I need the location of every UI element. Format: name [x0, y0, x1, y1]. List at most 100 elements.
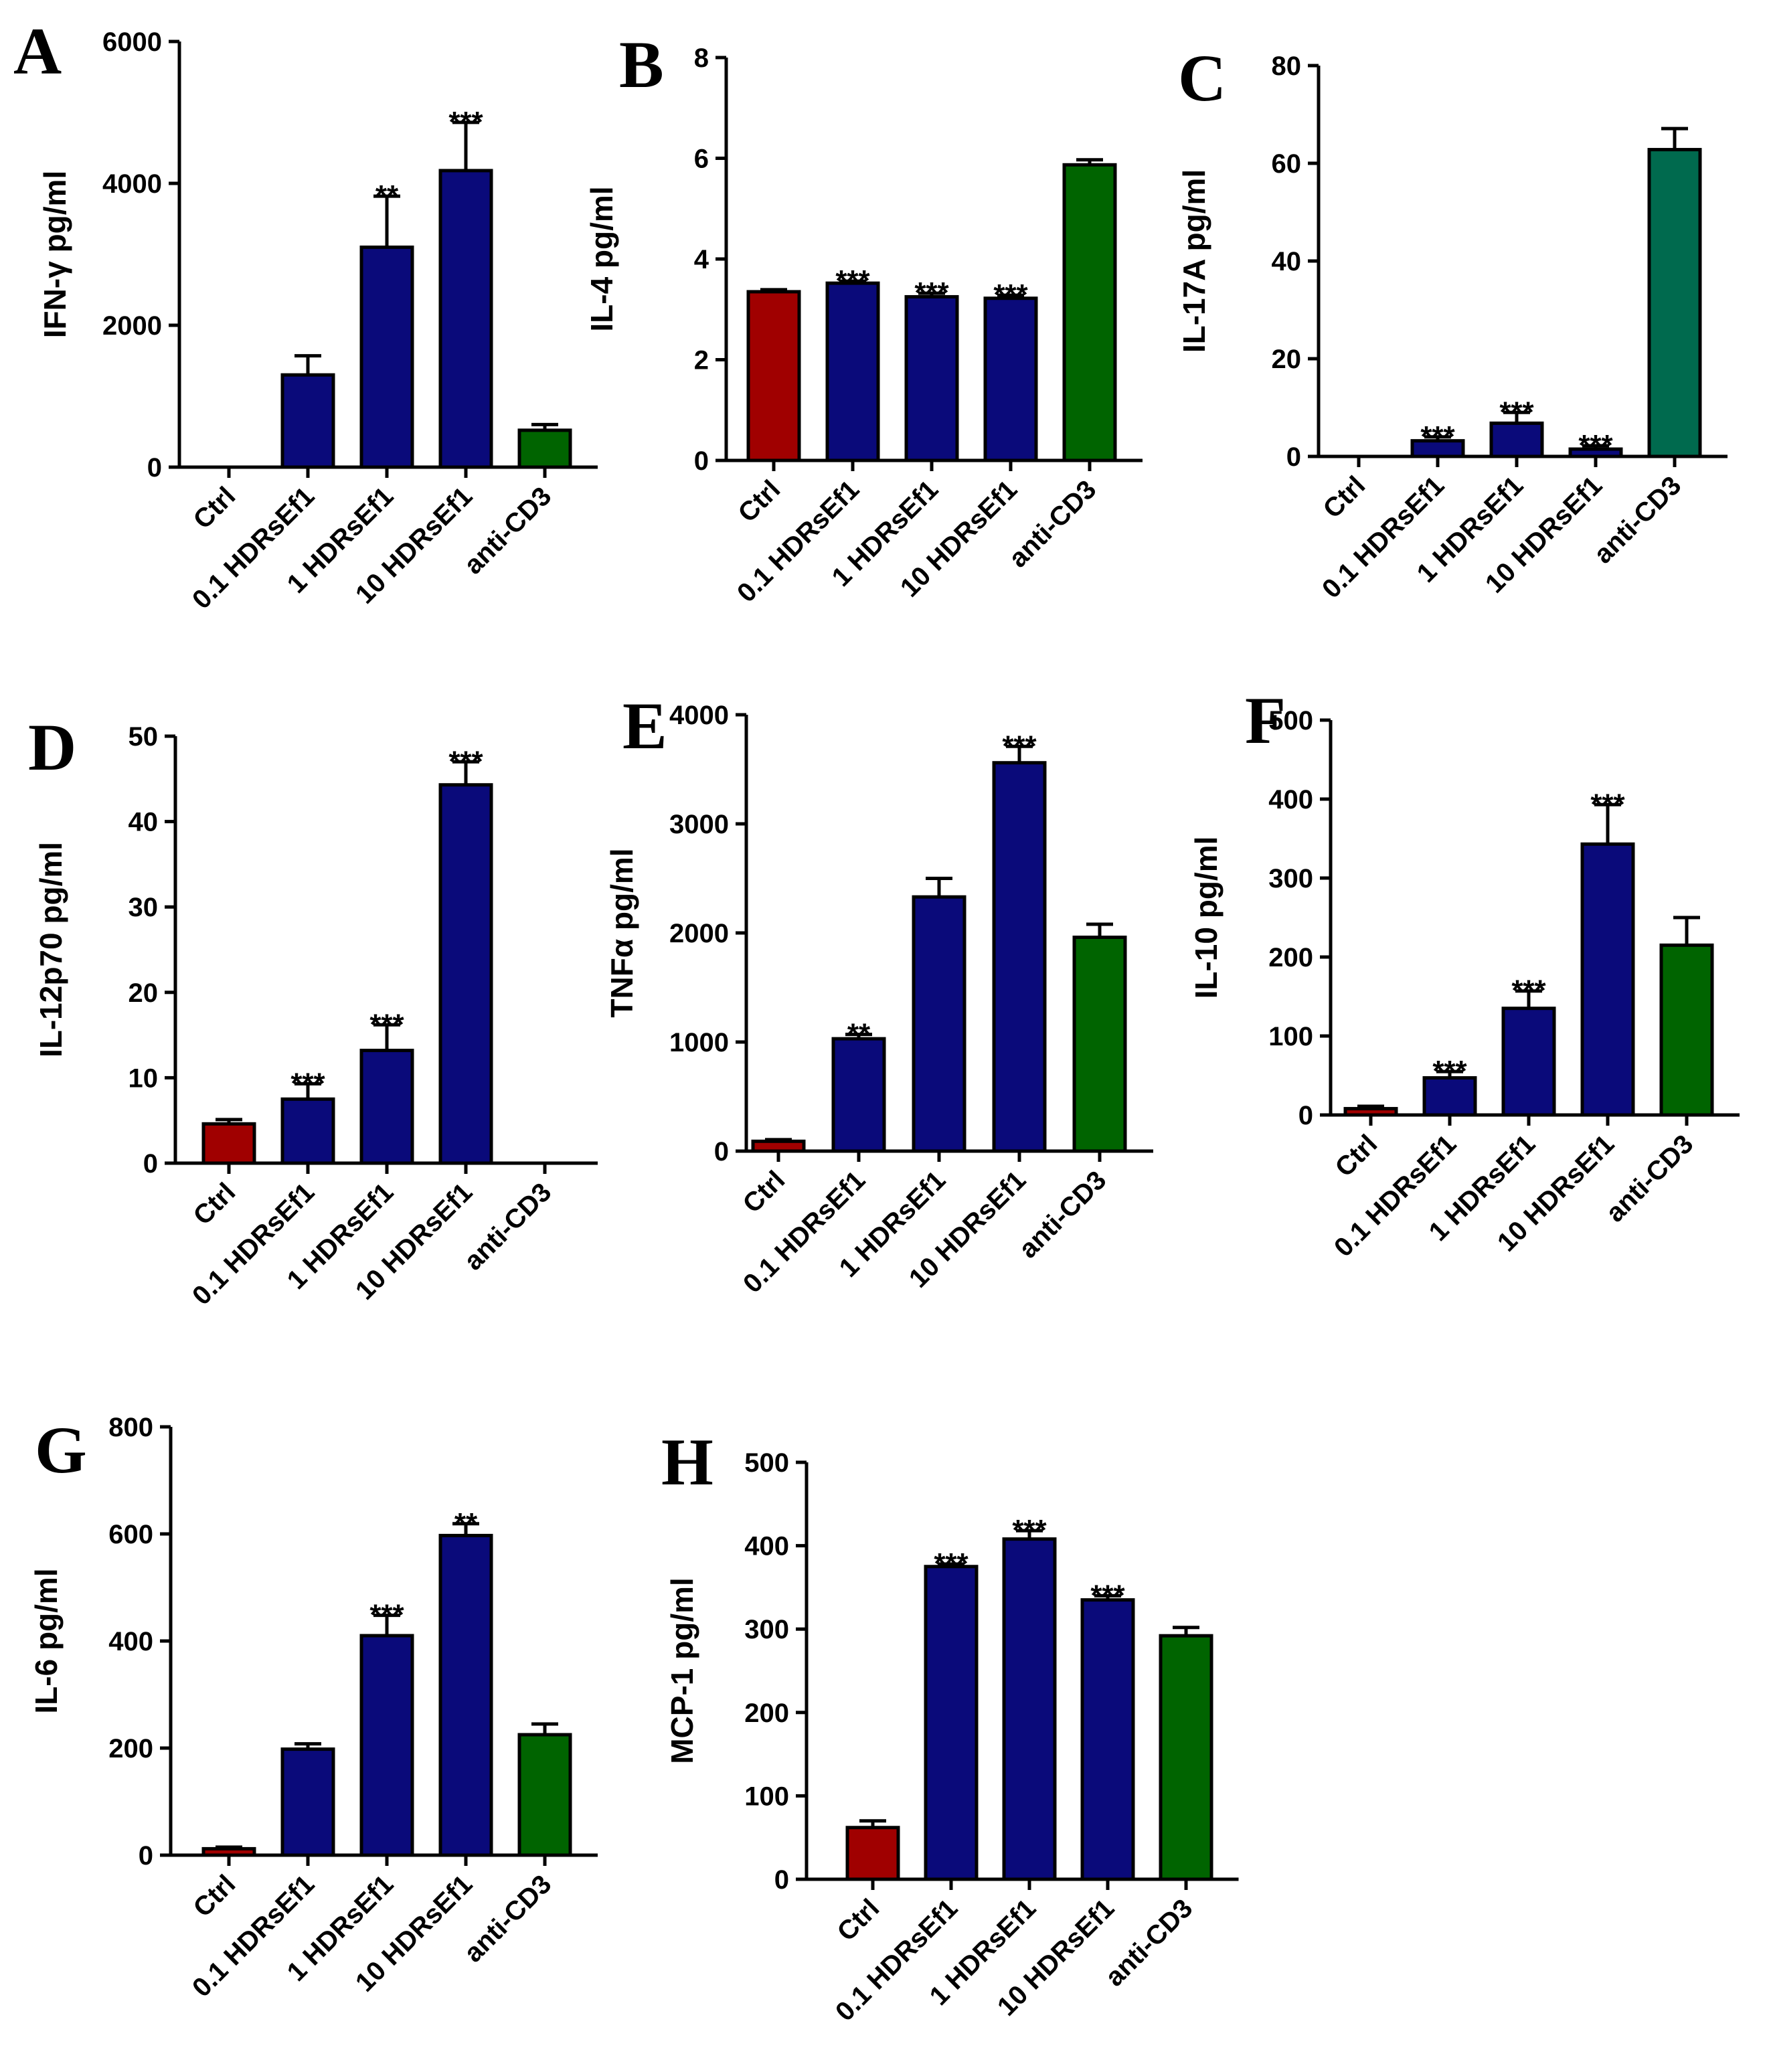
- bar-10-hdrsef1: [438, 169, 493, 469]
- bar-anti-cd3: [1659, 943, 1714, 1117]
- y-tick-label: 6: [694, 145, 709, 174]
- y-tick-label: 300: [744, 1615, 789, 1644]
- y-tick-label: 400: [108, 1627, 153, 1656]
- y-tick-label: 2: [694, 346, 709, 375]
- y-tick-label: 20: [129, 978, 159, 1008]
- x-tick-label: Ctrl: [188, 1177, 242, 1231]
- significance-marker: ***: [448, 745, 483, 778]
- bar-1-hdrsef1: [912, 895, 966, 1153]
- x-tick-label: Ctrl: [188, 1869, 242, 1923]
- significance-marker: ***: [1090, 1579, 1125, 1612]
- bar-10-hdrsef1: [992, 761, 1047, 1153]
- bar-1-hdrsef1: [359, 1049, 414, 1165]
- y-tick-label: 100: [1268, 1022, 1313, 1051]
- y-tick-label: 200: [1268, 943, 1313, 972]
- y-tick-label: 0: [1286, 442, 1301, 472]
- significance-marker: ***: [1511, 974, 1546, 1007]
- significance-marker: ***: [934, 1547, 969, 1580]
- bar-0-1-hdrsef1: [924, 1565, 979, 1881]
- bar-10-hdrsef1: [983, 296, 1038, 462]
- significance-marker: ***: [290, 1067, 325, 1100]
- panel-letter: F: [1245, 683, 1286, 758]
- y-tick-label: 2000: [669, 919, 729, 948]
- bar-10-hdrsef1: [1580, 842, 1635, 1117]
- y-tick-label: 0: [1298, 1101, 1313, 1130]
- significance-marker: ***: [369, 1599, 404, 1632]
- bar-ctrl: [1343, 1107, 1398, 1117]
- x-tick-label: Ctrl: [832, 1893, 886, 1947]
- y-axis-title: MCP-1 pg/ml: [665, 1577, 699, 1764]
- bar-1-hdrsef1: [359, 1634, 414, 1857]
- y-tick-label: 20: [1272, 345, 1302, 374]
- y-tick-label: 60: [1272, 149, 1302, 179]
- panel-letter: E: [622, 689, 667, 763]
- panel-letter: B: [619, 27, 664, 102]
- bar-0-1-hdrsef1: [1422, 1076, 1477, 1117]
- significance-marker: ***: [1012, 1514, 1047, 1547]
- bar-ctrl: [201, 1122, 256, 1165]
- significance-marker: ***: [993, 278, 1028, 311]
- x-tick-label: anti-CD3: [1588, 470, 1687, 569]
- y-tick-label: 100: [744, 1782, 789, 1811]
- bar-ctrl: [746, 290, 801, 462]
- bar-0-1-hdrsef1: [831, 1037, 886, 1153]
- significance-marker: **: [375, 179, 399, 212]
- bar-anti-cd3: [517, 428, 572, 469]
- significance-marker: ***: [914, 276, 949, 309]
- y-axis-title: IL-4 pg/ml: [584, 186, 619, 331]
- bar-1-hdrsef1: [1489, 421, 1544, 458]
- bar-1-hdrsef1: [904, 294, 959, 462]
- y-tick-label: 2000: [102, 311, 162, 341]
- panel-letter: D: [28, 710, 76, 784]
- bar-0-1-hdrsef1: [280, 1747, 335, 1857]
- y-axis-title: IL-12p70 pg/ml: [33, 842, 68, 1057]
- y-axis-title: IL-6 pg/ml: [29, 1568, 64, 1713]
- y-tick-label: 500: [1268, 706, 1313, 736]
- y-axis-title: IL-17A pg/ml: [1177, 169, 1211, 353]
- x-tick-label: anti-CD3: [458, 1177, 557, 1276]
- y-tick-label: 40: [1272, 247, 1302, 276]
- y-tick-label: 0: [694, 446, 709, 476]
- x-tick-label: Ctrl: [1330, 1129, 1383, 1183]
- y-tick-label: 0: [143, 1149, 158, 1179]
- significance-marker: ***: [1420, 420, 1455, 453]
- bar-10-hdrsef1: [1080, 1598, 1135, 1881]
- panel-letter: C: [1178, 41, 1226, 115]
- y-tick-label: 200: [744, 1699, 789, 1728]
- y-tick-label: 200: [108, 1734, 153, 1763]
- significance-marker: ***: [1590, 788, 1625, 821]
- bar-ctrl: [845, 1826, 900, 1881]
- x-tick-label: Ctrl: [738, 1165, 791, 1219]
- significance-marker: **: [454, 1507, 478, 1540]
- bar-ctrl: [201, 1846, 256, 1857]
- x-tick-label: anti-CD3: [458, 481, 557, 580]
- bar-anti-cd3: [1159, 1634, 1213, 1881]
- y-tick-label: 600: [108, 1520, 153, 1549]
- x-tick-label: Ctrl: [188, 481, 242, 535]
- y-tick-label: 4000: [102, 169, 162, 199]
- y-tick-label: 50: [129, 722, 159, 752]
- significance-marker: ***: [835, 264, 870, 297]
- y-tick-label: 40: [129, 808, 159, 837]
- panel-letter: G: [35, 1413, 87, 1487]
- y-tick-label: 0: [147, 453, 162, 483]
- bar-1-hdrsef1: [1002, 1537, 1057, 1881]
- bar-anti-cd3: [517, 1733, 572, 1857]
- significance-marker: ***: [1578, 429, 1613, 462]
- y-tick-label: 300: [1268, 864, 1313, 893]
- x-tick-label: anti-CD3: [1003, 474, 1102, 573]
- y-tick-label: 4000: [669, 701, 729, 730]
- bar-anti-cd3: [1072, 936, 1127, 1153]
- significance-marker: **: [847, 1018, 871, 1051]
- significance-marker: ***: [1002, 729, 1037, 762]
- bar-ctrl: [751, 1139, 806, 1153]
- y-tick-label: 1000: [669, 1028, 729, 1057]
- y-tick-label: 0: [774, 1865, 789, 1895]
- y-tick-label: 800: [108, 1413, 153, 1442]
